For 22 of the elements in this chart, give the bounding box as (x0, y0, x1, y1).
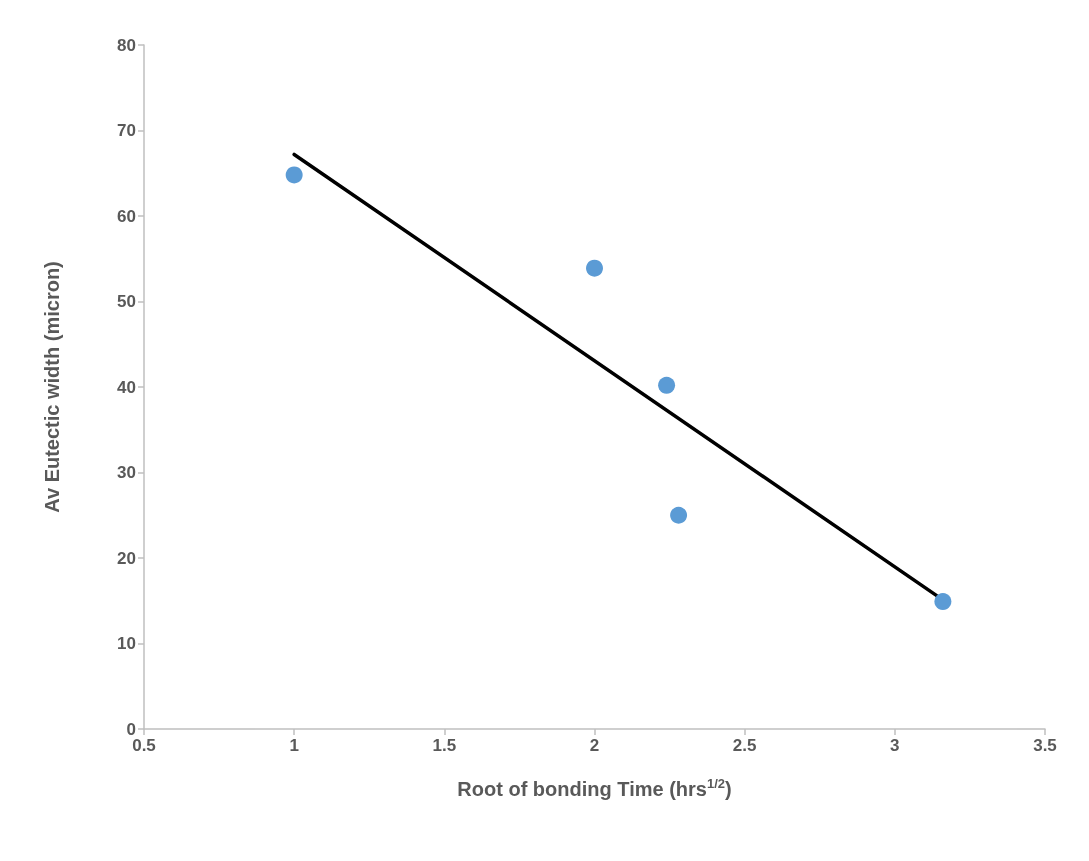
y-tick-label: 40 (117, 377, 136, 397)
x-tick-label: 1 (289, 736, 299, 755)
point (586, 259, 603, 277)
y-axis-title: Av Eutectic width (micron) (41, 261, 63, 513)
point (285, 166, 303, 184)
x-tick-label: 3 (890, 736, 900, 755)
x-tick-label: 1.5 (432, 736, 457, 755)
x-tick-label: 3.5 (1033, 736, 1057, 755)
y-tick-label: 70 (117, 121, 136, 140)
y-tick-label: 60 (117, 206, 136, 226)
x-tick-label: 2.5 (732, 736, 757, 755)
point (658, 376, 676, 394)
y-tick-label: 0 (126, 719, 136, 739)
y-tick-label: 30 (117, 463, 136, 482)
x-tick-label: 2 (589, 736, 600, 755)
point (670, 506, 688, 524)
point (934, 593, 952, 611)
y-tick-label: 50 (117, 292, 136, 311)
y-tick-label: 10 (117, 634, 136, 653)
y-tick-label: 80 (117, 35, 136, 55)
y-tick-label: 20 (117, 548, 136, 568)
x-tick-label: 0.5 (132, 736, 156, 755)
